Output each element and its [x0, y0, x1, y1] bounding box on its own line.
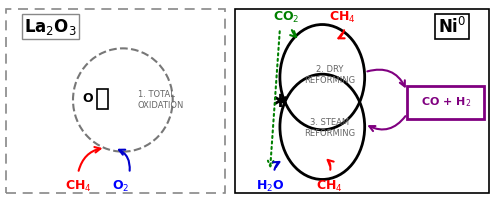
Text: CH$_4$: CH$_4$ — [316, 179, 343, 194]
Bar — [6, 9, 225, 193]
Bar — [235, 9, 490, 193]
Text: CO + H$_2$: CO + H$_2$ — [420, 96, 471, 109]
Text: 1. TOTAL
OXIDATION: 1. TOTAL OXIDATION — [138, 90, 184, 110]
Text: O$_2$: O$_2$ — [112, 179, 129, 194]
Text: 2. DRY
REFORMING: 2. DRY REFORMING — [304, 65, 356, 85]
Bar — [407, 86, 484, 119]
Text: H$_2$O: H$_2$O — [256, 179, 284, 194]
Text: CO$_2$: CO$_2$ — [273, 10, 299, 25]
Text: La$_2$O$_3$: La$_2$O$_3$ — [24, 17, 77, 37]
Text: CH$_4$: CH$_4$ — [329, 10, 355, 25]
Bar — [97, 89, 108, 109]
Text: CH$_4$: CH$_4$ — [64, 179, 92, 194]
Text: Ni$^0$: Ni$^0$ — [438, 16, 466, 37]
Text: ✱: ✱ — [272, 93, 287, 111]
Text: O: O — [82, 92, 94, 105]
Text: 3. STEAM
REFORMING: 3. STEAM REFORMING — [304, 118, 356, 138]
